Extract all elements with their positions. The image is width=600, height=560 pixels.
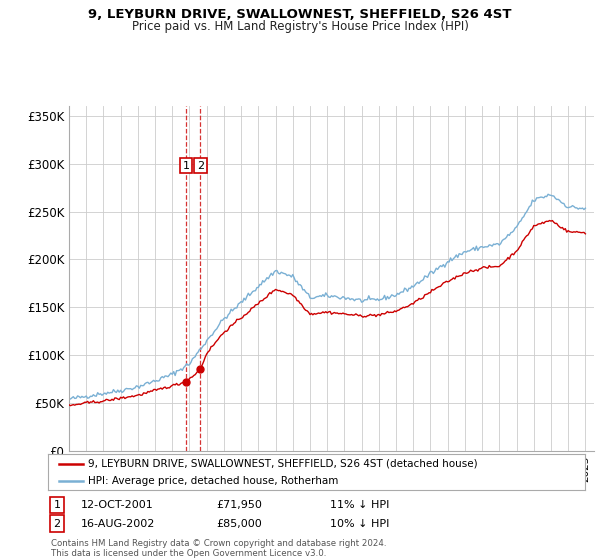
Text: HPI: Average price, detached house, Rotherham: HPI: Average price, detached house, Roth… <box>88 476 338 486</box>
Text: 1: 1 <box>53 500 61 510</box>
Text: 2: 2 <box>197 161 204 171</box>
Text: 12-OCT-2001: 12-OCT-2001 <box>81 500 154 510</box>
Text: 16-AUG-2002: 16-AUG-2002 <box>81 519 155 529</box>
Text: 9, LEYBURN DRIVE, SWALLOWNEST, SHEFFIELD, S26 4ST: 9, LEYBURN DRIVE, SWALLOWNEST, SHEFFIELD… <box>88 8 512 21</box>
Text: Price paid vs. HM Land Registry's House Price Index (HPI): Price paid vs. HM Land Registry's House … <box>131 20 469 33</box>
Text: 11% ↓ HPI: 11% ↓ HPI <box>330 500 389 510</box>
Text: 1: 1 <box>182 161 190 171</box>
Text: Contains HM Land Registry data © Crown copyright and database right 2024.
This d: Contains HM Land Registry data © Crown c… <box>51 539 386 558</box>
Text: £71,950: £71,950 <box>216 500 262 510</box>
Text: 2: 2 <box>53 519 61 529</box>
Text: £85,000: £85,000 <box>216 519 262 529</box>
Text: 9, LEYBURN DRIVE, SWALLOWNEST, SHEFFIELD, S26 4ST (detached house): 9, LEYBURN DRIVE, SWALLOWNEST, SHEFFIELD… <box>88 459 478 469</box>
Text: 10% ↓ HPI: 10% ↓ HPI <box>330 519 389 529</box>
